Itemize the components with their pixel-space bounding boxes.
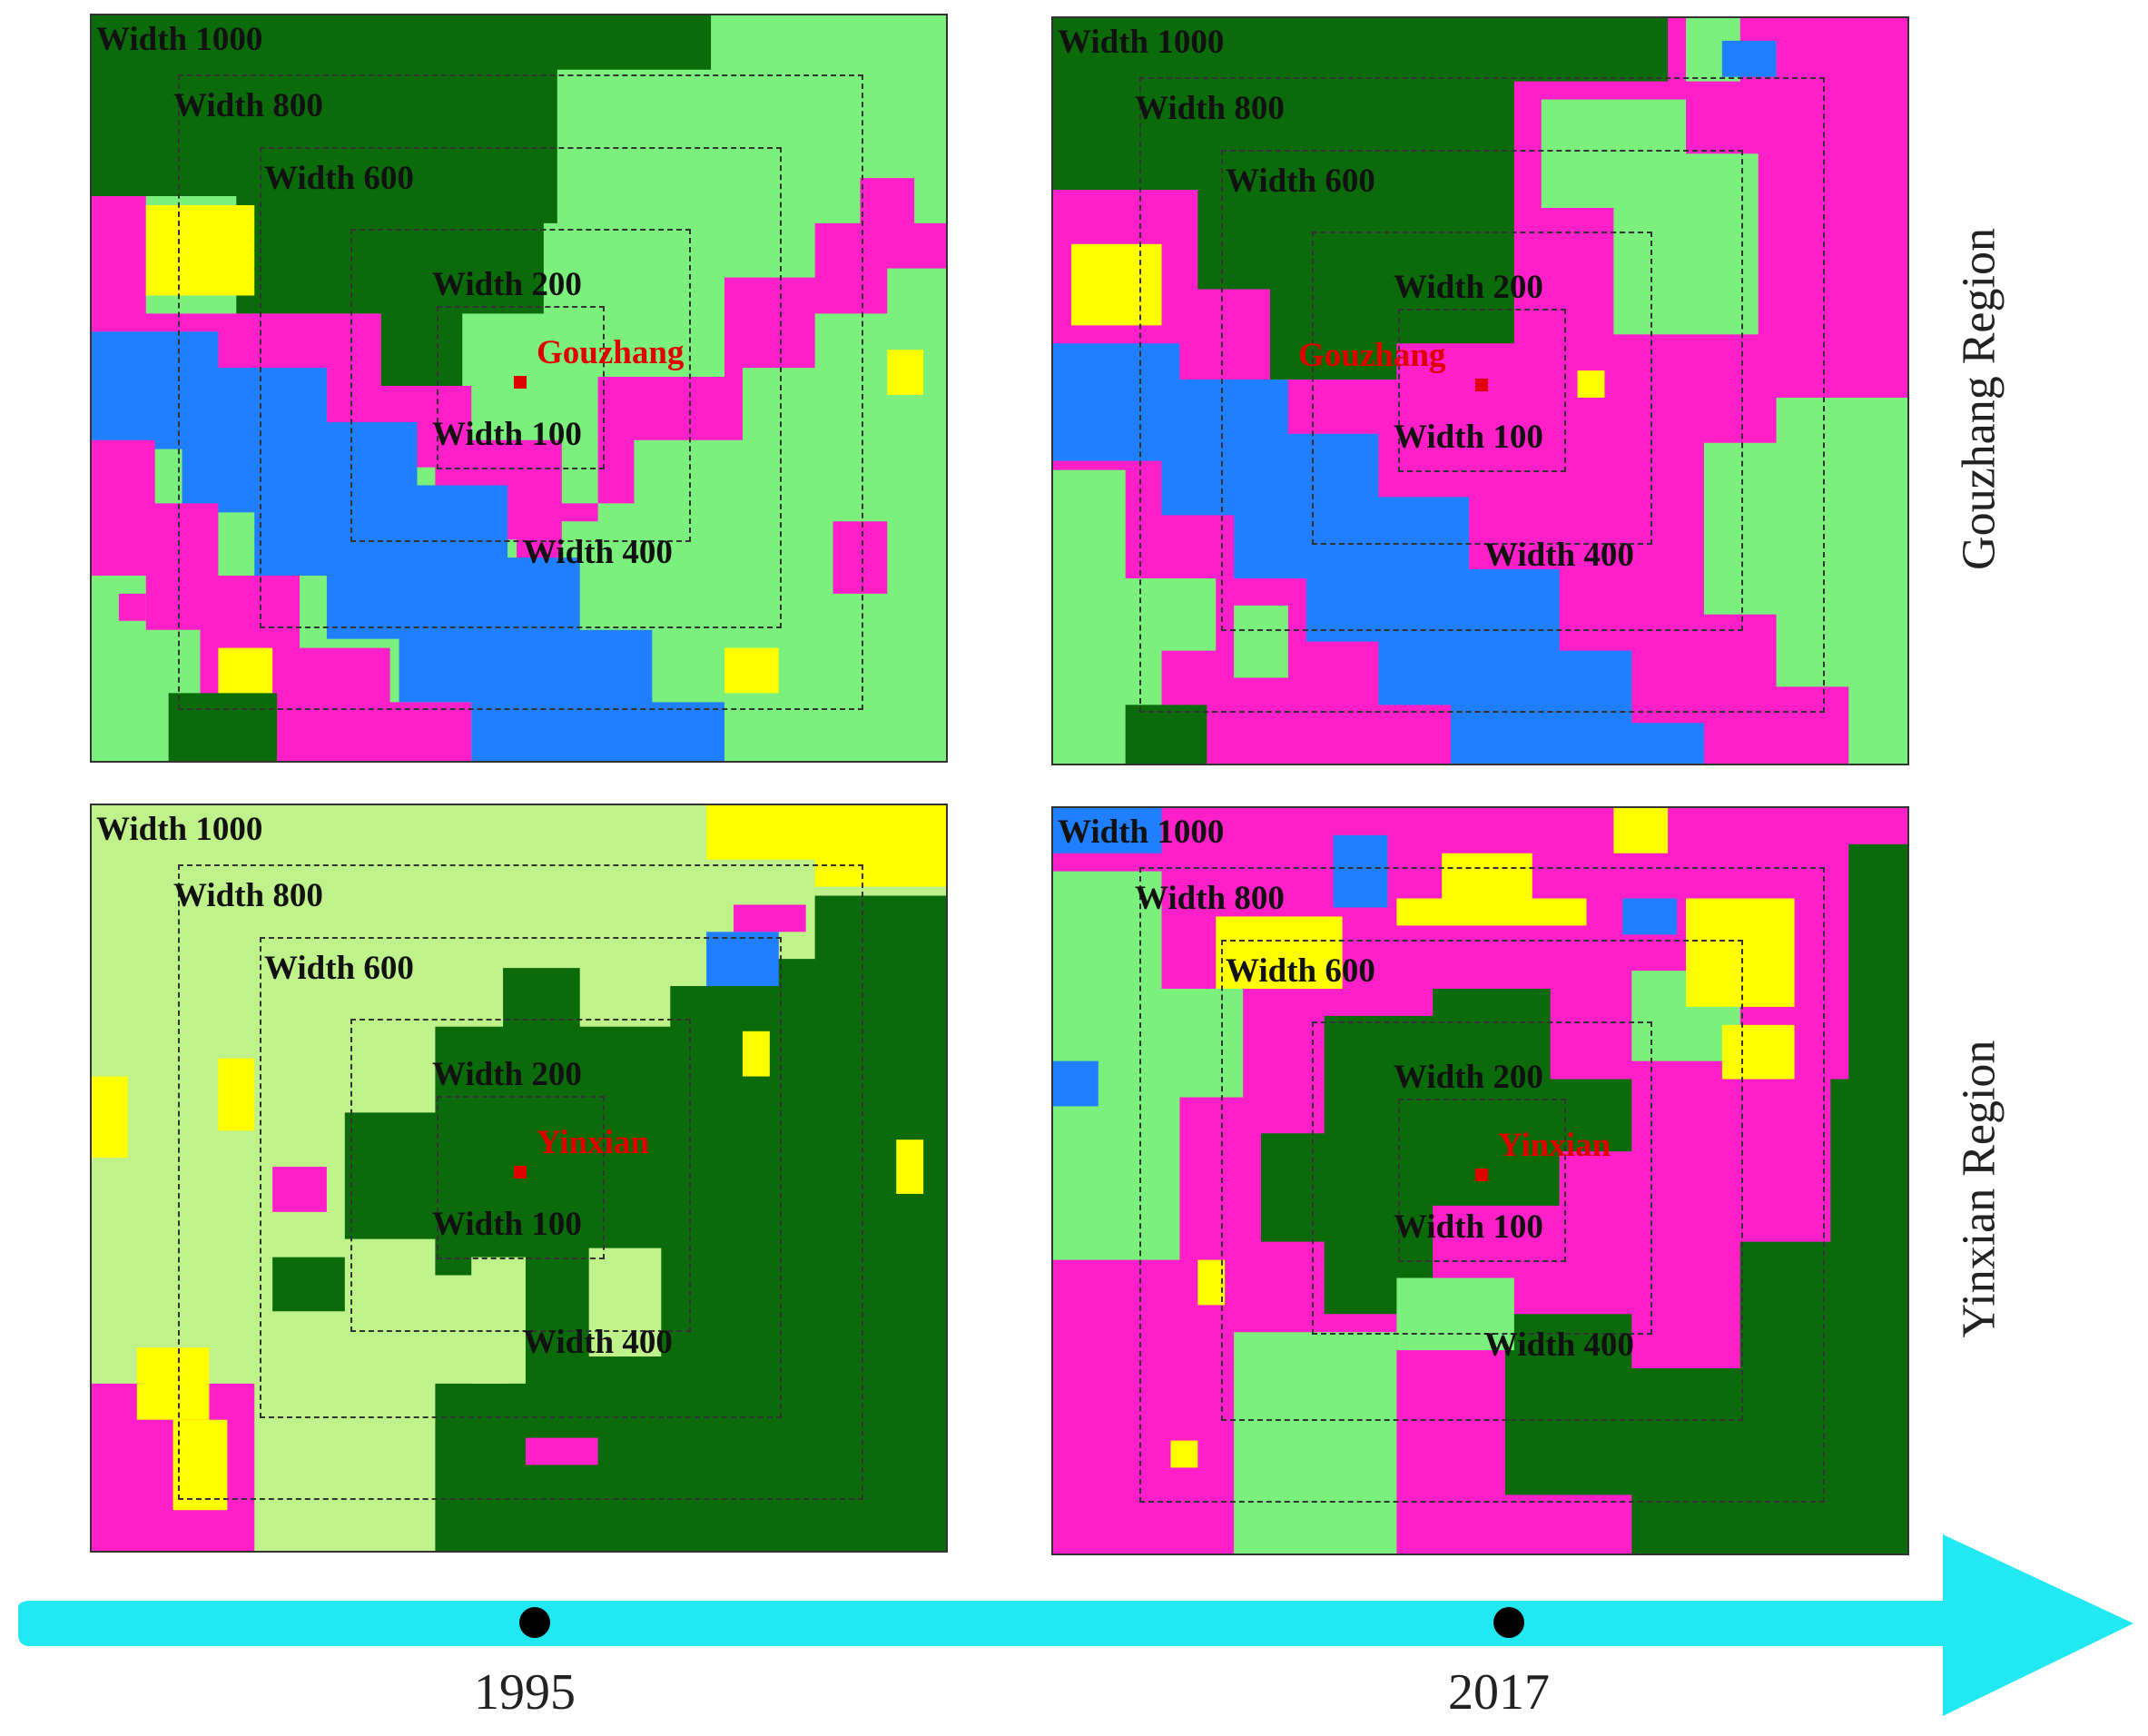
- buffer-200: [437, 306, 605, 469]
- year-label-2017: 2017: [1448, 1664, 1550, 1721]
- buffer-200: [1398, 309, 1566, 472]
- buffer-400: [1312, 232, 1652, 545]
- land-use-grid: [1053, 18, 1907, 764]
- buffer-800: [178, 864, 863, 1500]
- buffer-600: [260, 147, 782, 628]
- width-400-label: Width 400: [523, 534, 673, 571]
- site-marker: [514, 1166, 527, 1179]
- land-use-grid: [92, 15, 946, 761]
- width-200-label: Width 200: [1394, 269, 1543, 306]
- width-100-label: Width 100: [1394, 1208, 1543, 1246]
- width-100-label: Width 100: [432, 1206, 582, 1243]
- width-1000-label: Width 1000: [1058, 24, 1225, 61]
- year-label-1995: 1995: [474, 1664, 576, 1721]
- map-panel-yinxian-2017: Width 1000 Width 800 Width 600 Width 200…: [1051, 806, 1909, 1555]
- site-name-label: Yinxian: [537, 1124, 650, 1161]
- buffer-400: [1312, 1021, 1652, 1335]
- width-400-label: Width 400: [1484, 537, 1634, 574]
- timeline-dot-1995: [519, 1607, 550, 1638]
- map-panel-gouzhang-2017: Width 1000 Width 800 Width 600 Width 200…: [1051, 16, 1909, 765]
- site-name-label: Yinxian: [1498, 1127, 1611, 1164]
- width-100-label: Width 100: [432, 416, 582, 453]
- width-800-label: Width 800: [1135, 880, 1285, 917]
- region-label-yinxian: Yinxian Region: [1953, 1040, 2005, 1338]
- map-panel-gouzhang-1995: Width 1000 Width 800 Width 600 Width 200…: [90, 14, 948, 763]
- site-marker: [1475, 379, 1488, 391]
- width-600-label: Width 600: [264, 160, 414, 197]
- width-600-label: Width 600: [1226, 952, 1375, 990]
- width-400-label: Width 400: [523, 1324, 673, 1361]
- width-200-label: Width 200: [1394, 1059, 1543, 1096]
- buffer-600: [1221, 150, 1743, 631]
- timeline-arrow: [18, 1534, 2133, 1716]
- buffer-800: [1139, 867, 1825, 1503]
- width-800-label: Width 800: [1135, 90, 1285, 127]
- width-1000-label: Width 1000: [96, 21, 263, 58]
- buffer-400: [350, 229, 691, 542]
- buffer-600: [260, 937, 782, 1418]
- buffer-200: [437, 1096, 605, 1259]
- timeline-dot-2017: [1493, 1607, 1524, 1638]
- width-1000-label: Width 1000: [1058, 814, 1225, 851]
- width-600-label: Width 600: [1226, 163, 1375, 200]
- width-200-label: Width 200: [432, 266, 582, 303]
- buffer-800: [178, 74, 863, 710]
- site-name-label: Gouzhang: [1298, 337, 1446, 374]
- site-marker: [1475, 1169, 1488, 1181]
- width-600-label: Width 600: [264, 950, 414, 987]
- region-label-gouzhang: Gouzhang Region: [1953, 228, 2005, 570]
- width-100-label: Width 100: [1394, 419, 1543, 456]
- width-200-label: Width 200: [432, 1056, 582, 1093]
- site-marker: [514, 376, 527, 389]
- map-panel-yinxian-1995: Width 1000 Width 800 Width 600 Width 200…: [90, 804, 948, 1553]
- site-name-label: Gouzhang: [537, 334, 685, 371]
- buffer-800: [1139, 77, 1825, 713]
- buffer-400: [350, 1019, 691, 1332]
- buffer-600: [1221, 940, 1743, 1421]
- buffer-200: [1398, 1099, 1566, 1262]
- width-800-label: Width 800: [173, 87, 323, 124]
- width-400-label: Width 400: [1484, 1327, 1634, 1364]
- width-1000-label: Width 1000: [96, 811, 263, 848]
- width-800-label: Width 800: [173, 877, 323, 914]
